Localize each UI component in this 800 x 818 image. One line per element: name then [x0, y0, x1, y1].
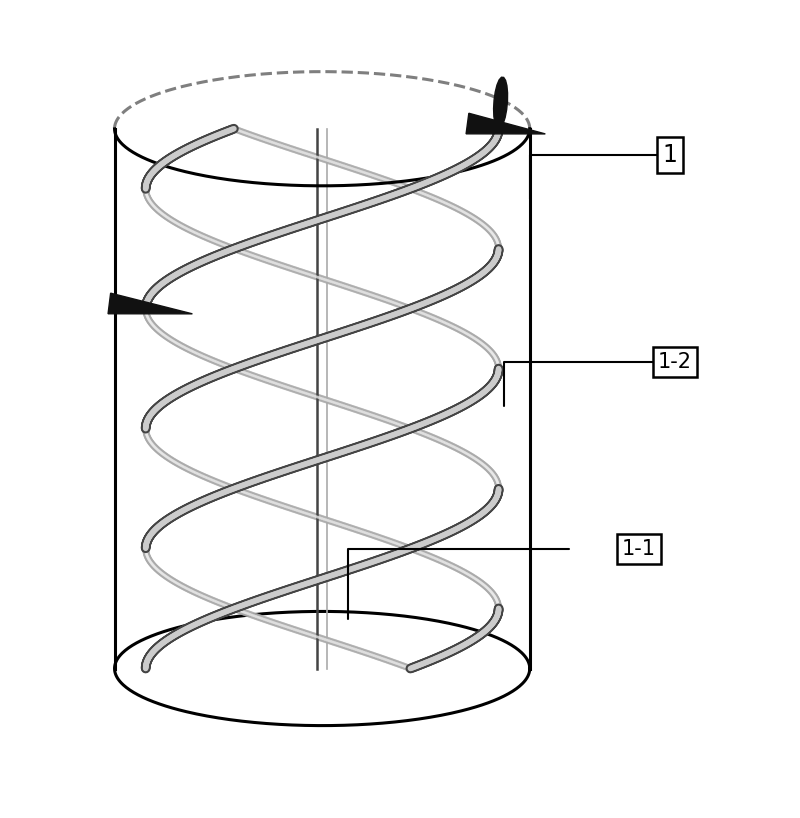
Polygon shape: [466, 113, 546, 134]
Text: 1-1: 1-1: [622, 539, 656, 560]
Text: 1-2: 1-2: [658, 353, 692, 372]
Text: 1: 1: [662, 142, 678, 167]
Polygon shape: [108, 293, 192, 314]
Polygon shape: [494, 77, 507, 128]
